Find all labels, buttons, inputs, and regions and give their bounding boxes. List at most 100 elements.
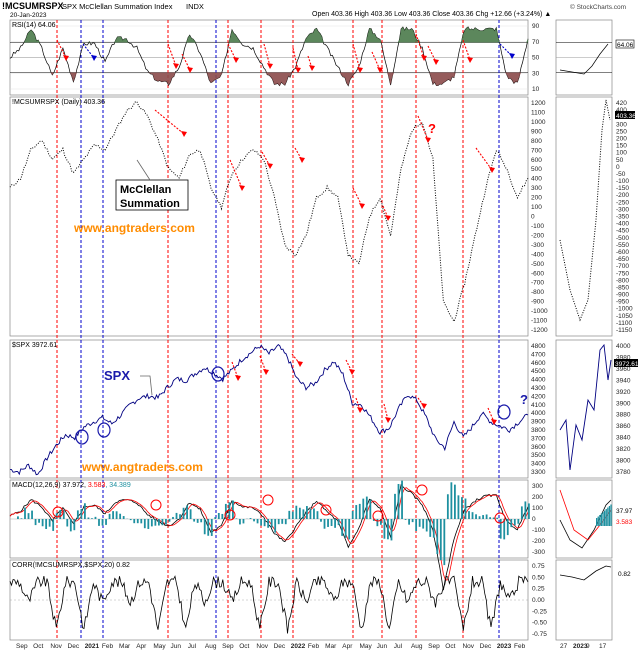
rsi-label: RSI(14) 64.06	[12, 22, 56, 29]
spx-watermark: www.angtraders.com	[81, 460, 203, 474]
corr-value-tag: 0.82	[618, 571, 631, 578]
macd-hist-bar	[376, 519, 379, 527]
summation-side-tick: 300	[616, 121, 627, 128]
trend-arrow	[475, 147, 493, 171]
macd-hist-bar	[436, 519, 439, 555]
macd-hist-bar	[309, 508, 312, 519]
macd-hist-bar	[210, 519, 213, 536]
macd-hist-bar	[439, 519, 442, 561]
macd-side-hist-bar	[610, 504, 612, 526]
macd-hist-bar	[506, 519, 509, 536]
trend-arrow	[487, 407, 495, 423]
macd-hist-bar	[133, 519, 136, 524]
series-group	[9, 26, 612, 634]
trend-arrowhead	[181, 131, 187, 137]
macd-hist-bar	[66, 519, 69, 527]
macd-hist-bar	[203, 519, 206, 535]
x-axis-tick: 2022	[291, 643, 306, 650]
x-axis-tick: Feb	[514, 643, 526, 650]
corr-tick: -0.75	[532, 631, 547, 638]
spx-circle-marker	[97, 422, 111, 438]
x-axis-tick: 2023	[497, 643, 512, 650]
summation-side-tick: -1150	[616, 327, 633, 334]
trend-arrow	[229, 159, 243, 189]
macd-hist-bar	[415, 519, 418, 532]
macd-side-line	[559, 499, 612, 549]
macd-hist-bar	[24, 507, 26, 519]
summation-line	[9, 100, 529, 323]
trend-arrowhead	[385, 417, 391, 423]
chart-credit: © StockCharts.com	[570, 3, 626, 11]
macd-hist-bar	[450, 482, 453, 519]
macd-hist-bar	[17, 516, 19, 519]
trend-arrow	[154, 109, 185, 135]
macd-hist-bar	[348, 519, 351, 540]
macd-hist-bar	[291, 511, 294, 519]
macd-hist-bar	[341, 519, 344, 536]
macd-hist-bar	[249, 518, 252, 519]
macd-hist-bar	[59, 509, 62, 519]
summation-tick: 800	[531, 138, 542, 145]
spx-circle-marker	[211, 366, 225, 382]
corr-tick: -0.25	[532, 608, 547, 615]
summation-side-tick: 200	[616, 135, 627, 142]
side-x-axis-tick: 9	[586, 643, 590, 650]
macd-hist-bar	[411, 519, 414, 523]
x-axis-tick: Nov	[50, 643, 62, 650]
trend-arrow	[415, 33, 425, 59]
macd-tick: 0	[532, 516, 536, 523]
macd-hist-bar	[101, 519, 104, 526]
trend-arrowhead	[359, 203, 365, 209]
summation-tick: -1200	[531, 327, 548, 334]
macd-hist-bar	[189, 509, 192, 519]
macd-hist-bar	[443, 519, 446, 566]
trend-arrow	[261, 151, 271, 167]
x-axis-tick: Aug	[205, 643, 217, 650]
spx-side-tick: 3960	[616, 366, 631, 373]
trend-arrowhead	[349, 369, 355, 375]
macd-hist-bar	[397, 483, 400, 519]
trend-arrow	[263, 43, 271, 67]
summation-side-tick: -350	[616, 214, 629, 221]
macd-hist-bar	[517, 519, 520, 524]
macd-side-hist-bar	[607, 507, 609, 526]
macd-hist-bar	[425, 519, 428, 532]
trend-arrowhead	[267, 163, 273, 169]
corr-tick: -0.50	[532, 620, 547, 627]
spx-side-tick: 3880	[616, 412, 631, 419]
macd-hist-bar	[429, 519, 432, 537]
macd-hist-bar	[98, 519, 100, 526]
macd-hist-bar	[140, 519, 143, 524]
trend-arrow	[167, 43, 177, 67]
macd-hist-bar	[161, 519, 164, 526]
spx-circle-marker	[497, 404, 511, 420]
summation-side-tick: -550	[616, 242, 629, 249]
summation-side-tick: -900	[616, 292, 629, 299]
macd-circle-marker	[320, 504, 332, 516]
macd-hist-bar	[147, 519, 150, 529]
macd-circle-marker	[416, 484, 428, 496]
macd-hist-bar	[337, 519, 340, 526]
spx-side-tick: 3900	[616, 400, 631, 407]
x-axis-tick: Jun	[171, 643, 182, 650]
corr-label: CORR(!MCSUMRSPX,$SPX,20) 0.82	[12, 562, 130, 569]
x-axis-tick: Nov	[256, 643, 268, 650]
macd-side-hist-bar	[599, 515, 601, 526]
macd-hist-bar	[298, 507, 301, 519]
macd-side-hist-bar	[608, 506, 611, 526]
macd-hist-bar	[422, 519, 425, 529]
macd-tick: -100	[532, 527, 545, 534]
macd-tick: 100	[532, 505, 543, 512]
x-axis: Sep Oct Nov Dec 2021 Feb Mar Apr May Jun Jul Aug Sep…	[16, 643, 607, 650]
macd-hist-bar	[418, 519, 421, 527]
spx-tick: 4200	[531, 393, 546, 400]
macd-hist-bar	[499, 519, 502, 539]
spx-side-tick: 4000	[616, 343, 631, 350]
x-axis-tick: Dec	[68, 643, 80, 650]
summation-side-tick: 150	[616, 143, 627, 150]
panel-summation	[9, 96, 529, 337]
macd-hist-bar	[168, 519, 171, 522]
macd-hist-bar	[242, 519, 245, 524]
macd-hist-bar	[408, 519, 410, 525]
